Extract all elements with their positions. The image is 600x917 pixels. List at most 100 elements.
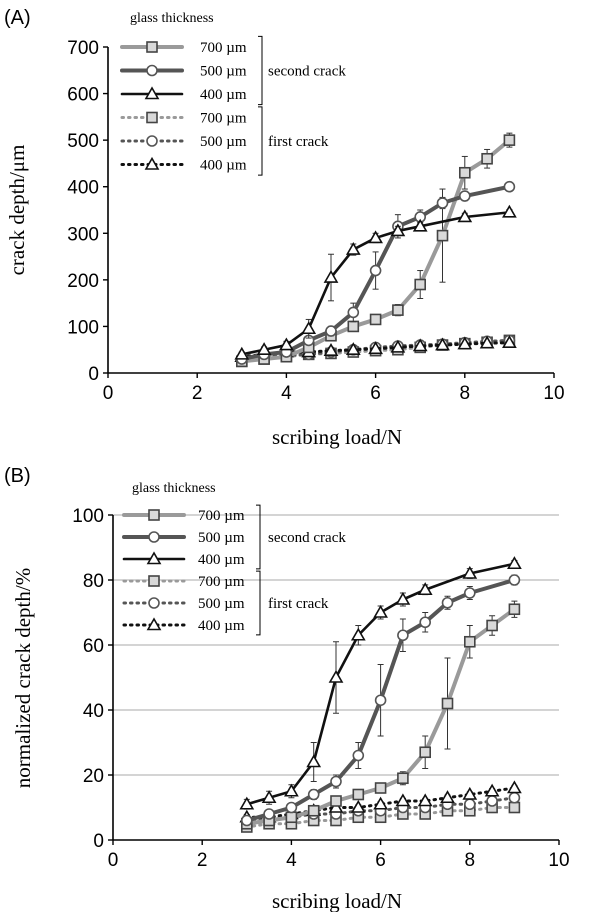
panel-b-data-point: [463, 798, 476, 811]
panel-b-data-point: [352, 749, 365, 762]
panel-b-data-point: [306, 754, 322, 768]
panel-b-series-2: [239, 556, 522, 810]
panel-a-legend-group-label: first crack: [268, 134, 329, 150]
chart-panel-b: (B) 0 20 40 60 80 100 0 2 4 6 8 10 glass thickness 7…: [4, 465, 570, 913]
panel-a-data-point: [368, 341, 383, 355]
panel-a-legend-marker: [146, 135, 158, 147]
panel-a-data-point: [347, 306, 360, 319]
panel-b-data-point: [263, 808, 275, 820]
panel-a-data-point: [412, 218, 428, 232]
panel-a-y-tick-label: 100: [67, 317, 99, 338]
panel-b-data-point: [395, 591, 411, 605]
panel-label-b: (B): [4, 465, 31, 487]
panel-a-data-point: [390, 223, 406, 237]
panel-a-y-tick-label: 400: [67, 178, 99, 199]
panel-b-legend-marker: [146, 551, 162, 565]
panel-a-data-point: [345, 342, 361, 356]
y-axis-title-a: crack depth/μm: [5, 145, 29, 276]
panel-b-legend-marker: [148, 509, 160, 521]
panel-a-data-point: [323, 269, 339, 283]
panel-b-data-point: [463, 635, 476, 648]
panel-b-series-0: [241, 600, 521, 830]
panel-b-legend-title: glass thickness: [132, 481, 216, 496]
panel-a-data-point: [436, 197, 449, 209]
panel-b-legend-label: 400 µm: [198, 552, 245, 568]
panel-b-data-point: [463, 587, 476, 599]
panel-a-data-point: [502, 335, 517, 349]
panel-a-legend-marker: [144, 156, 160, 170]
panel-a-data-point: [457, 209, 473, 223]
panel-a-legend-label: 500 µm: [200, 64, 247, 80]
panel-a-data-point: [481, 152, 493, 165]
panel-b-data-point: [508, 791, 521, 804]
panel-a-legend-label: 400 µm: [200, 87, 247, 103]
chart-panel-a: (A) 0 100 200 300 400 500 600 700 0 2 4 6 8 10 glass …: [4, 7, 565, 449]
panel-b-data-point: [507, 556, 522, 570]
panel-b-data-point: [417, 582, 433, 596]
panel-b-data-point: [373, 604, 388, 618]
panel-b-legend-label: 700 µm: [198, 574, 245, 590]
panel-b-data-point: [374, 782, 387, 794]
panel-b-data-point: [285, 801, 298, 814]
panel-a-data-point: [345, 241, 361, 255]
panel-b-data-point: [307, 804, 320, 817]
panel-a-data-point: [458, 190, 471, 202]
panel-a-data-point: [369, 264, 382, 277]
panel-a-data-point: [414, 278, 427, 291]
panel-b-x-tick-label: 0: [108, 850, 119, 871]
panel-a-legend-title: glass thickness: [130, 11, 214, 26]
panel-a-x-tick-label: 8: [460, 383, 471, 404]
panel-b-y-tick-label: 80: [83, 571, 104, 592]
panel-b-x-tick-label: 10: [548, 850, 569, 871]
x-axis-title-a: scribing load/N: [272, 425, 402, 449]
x-axis-title-b: scribing load/N: [272, 889, 402, 912]
panel-b-legend-label: 500 µm: [198, 530, 245, 546]
panel-b-series-1: [241, 574, 521, 827]
panel-b-x-tick-label: 2: [197, 850, 208, 871]
panel-b-data-point: [352, 788, 365, 801]
panel-a-data-point: [347, 320, 360, 333]
panel-b-y-tick-label: 0: [93, 831, 104, 852]
panel-a-legend-label: 700 µm: [200, 40, 247, 56]
panel-b-data-point: [261, 790, 277, 804]
panel-a-data-point: [323, 343, 339, 356]
panel-a-x-tick-label: 0: [103, 383, 114, 404]
panel-b-data-point: [462, 565, 478, 579]
panel-b-data-point: [330, 775, 342, 788]
panel-a-legend-bracket: [258, 35, 263, 106]
panel-label-a: (A): [4, 7, 31, 29]
panel-a-data-point: [435, 337, 450, 351]
panel-a-data-point: [479, 335, 495, 349]
panel-a-y-tick-label: 300: [67, 224, 99, 245]
panel-a-y-tick-label: 600: [67, 85, 99, 106]
panel-a-legend-marker: [146, 64, 158, 77]
panel-b-data-point: [397, 772, 409, 785]
panel-b-data-point: [486, 619, 498, 632]
panel-a-legend-group-label: second crack: [268, 64, 346, 80]
panel-b-data-point: [441, 596, 454, 609]
panel-b-data-point: [419, 746, 432, 759]
panel-b-data-point: [350, 627, 366, 641]
panel-b-data-point: [508, 801, 521, 814]
panel-b-legend-label: 700 µm: [198, 508, 245, 524]
y-axis-title-b: normalized crack depth/%: [11, 568, 35, 788]
panel-b-x-tick-label: 4: [286, 850, 297, 871]
panel-a-data-point: [392, 304, 404, 316]
panel-b-x-tick-label: 6: [375, 850, 386, 871]
panel-b-data-point: [373, 796, 388, 810]
panel-b-data-point: [330, 795, 342, 807]
panel-b-y-tick-label: 40: [83, 701, 104, 722]
panel-a-data-point: [502, 204, 517, 218]
panel-b-data-point: [397, 629, 409, 642]
panel-b-data-point: [507, 780, 522, 794]
panel-a-legend-label: 700 µm: [200, 111, 247, 127]
panel-a-x-tick-label: 6: [370, 383, 381, 404]
panel-b-data-point: [462, 786, 478, 800]
panel-a-data-point: [503, 134, 516, 146]
panel-a-data-point: [279, 337, 294, 351]
panel-a-data-point: [457, 336, 473, 350]
panel-b-legend-marker: [146, 617, 162, 631]
panel-b-data-point: [284, 783, 299, 797]
panel-b-data-point: [307, 788, 320, 801]
